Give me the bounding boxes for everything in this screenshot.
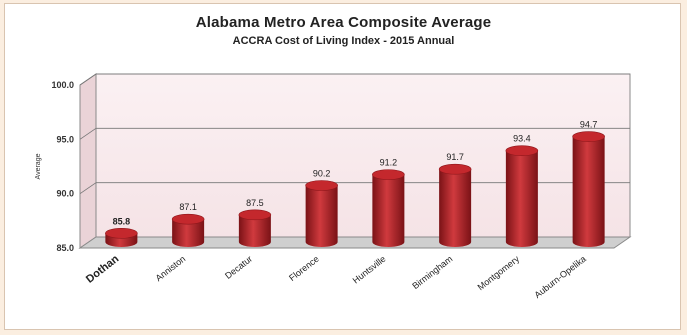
y-axis-label: Average [35,153,42,179]
x-tick-label: Dothan [84,253,121,286]
bar-top [372,169,405,180]
bar [172,219,205,247]
data-label: 85.8 [113,216,131,226]
data-label: 87.1 [179,202,197,212]
chart-subtitle: ACCRA Cost of Living Index - 2015 Annual [232,35,455,47]
bar [439,169,472,247]
bar [505,150,538,247]
gridline-side [79,128,97,140]
bar [572,136,605,247]
bar [305,185,338,247]
bar-top [572,131,605,142]
data-label: 90.2 [313,168,331,178]
data-label: 91.2 [380,158,398,168]
x-tick-label: Huntsville [351,254,388,286]
data-label: 94.7 [580,120,598,130]
y-tick-label: 85.0 [56,243,74,253]
y-tick-label: 95.0 [56,134,74,144]
bar-top [438,163,472,175]
y-tick-label: 100.0 [51,80,74,90]
bar-top [238,209,272,221]
x-tick-label: Birmingham [410,254,454,291]
plot-back-wall [95,73,631,238]
chart-title: Alabama Metro Area Composite Average [195,14,492,31]
plot-floor [78,236,632,249]
bar-top [171,213,205,225]
x-tick-label: Auburn-Opelika [532,254,587,300]
y-tick-label: 90.0 [56,189,74,199]
data-label: 91.7 [446,152,464,162]
bar-top [305,180,338,191]
bar [238,214,271,247]
data-label: 93.4 [513,134,531,144]
gridline-side [79,182,97,194]
x-tick-label: Anniston [154,254,188,283]
bar-top [105,228,138,239]
gridline-side [79,73,97,86]
data-label: 87.5 [246,198,264,208]
x-tick-label: Decatur [223,254,254,281]
x-tick-label: Florence [287,254,321,283]
x-tick-label: Montgomery [476,253,522,292]
plot-side-wall [79,73,97,249]
bar-top [505,145,539,157]
bar [372,174,405,247]
